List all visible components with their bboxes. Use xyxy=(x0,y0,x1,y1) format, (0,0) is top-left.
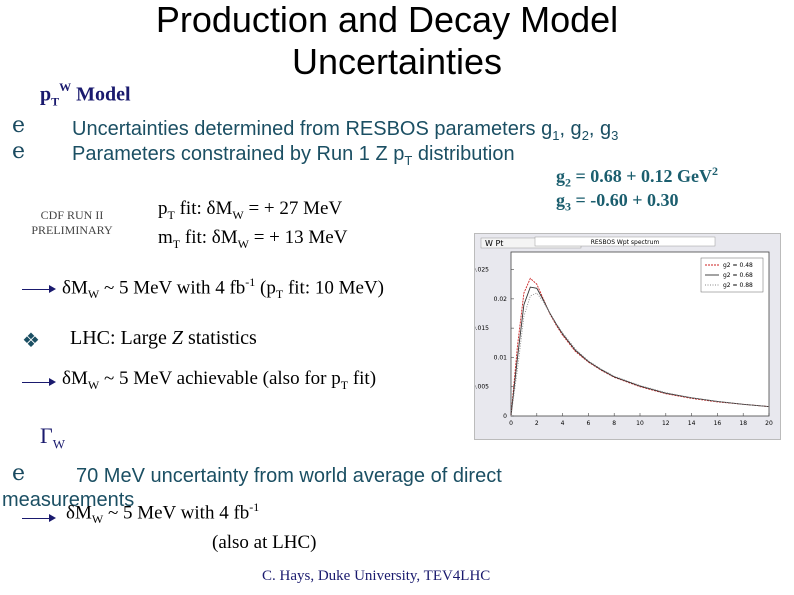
also-lhc-note: (also at LHC) xyxy=(212,532,317,553)
x-tick-label: 14 xyxy=(688,420,696,427)
arrow3-statement: δMW ~ 5 MeV with 4 fb-1 xyxy=(66,500,260,527)
x-tick-label: 20 xyxy=(765,420,773,427)
series-line xyxy=(510,292,770,417)
resbos-plot-svg: W Pt RESBOS Wpt spectrum 0 2 4 6 8 10 12 14 16 18… xyxy=(472,236,773,427)
slide-title-line1: Production and Decay Model xyxy=(155,0,619,40)
cdf-run2-label: CDF RUN II PRELIMINARY xyxy=(31,208,113,237)
y-tick-label: 0.02 xyxy=(494,296,508,303)
x-tick-label: 6 xyxy=(586,420,590,427)
x-tick-label: 10 xyxy=(636,420,644,427)
x-tick-label: 2 xyxy=(535,420,539,427)
y-tick-label: 0.025 xyxy=(475,267,489,274)
plot-window-title: W Pt xyxy=(485,239,503,248)
e-bullet-icon: e xyxy=(12,139,26,164)
e-bullet-icon: e xyxy=(12,113,26,138)
resbos-plot: W Pt RESBOS Wpt spectrum 0 2 4 6 8 10 12 14 16 18… xyxy=(472,233,781,440)
y-tick-label: 0.005 xyxy=(475,384,489,391)
e-bullet-icon: e xyxy=(12,461,26,486)
arrow-icon xyxy=(22,285,56,293)
y-tick-label: 0 xyxy=(503,413,507,420)
plot-series xyxy=(510,277,770,417)
plot-ticks: 0 2 4 6 8 10 12 14 16 18 20 0 0.005 0.01 0.015 0.02 0.02… xyxy=(472,267,773,427)
world-average-line1: 70 MeV uncertainty from world average of… xyxy=(76,465,502,487)
arrow2-statement: δMW ~ 5 MeV achievable (also for pT fit) xyxy=(62,368,377,392)
world-average-line2: measurements xyxy=(2,489,135,511)
diamond-bullet-icon: ❖ xyxy=(22,330,40,352)
bullet-run1: Parameters constrained by Run 1 Z pT dis… xyxy=(72,143,515,168)
plot-legend: g2 = 0.48 g2 = 0.68 g2 = 0.88 xyxy=(700,257,764,293)
x-tick-label: 18 xyxy=(739,420,747,427)
arrow-icon xyxy=(22,378,56,386)
gamma-w-heading: ΓW xyxy=(40,423,65,452)
plot-panel-title: RESBOS Wpt spectrum xyxy=(591,239,660,246)
pt-model-heading: pTW Model xyxy=(40,80,131,109)
y-tick-label: 0.01 xyxy=(494,354,508,361)
pt-fit-result: pT fit: δMW = + 27 MeV xyxy=(158,198,343,222)
lhc-statement: LHC: Large Z statistics xyxy=(70,327,257,349)
series-line xyxy=(510,277,770,417)
x-tick-label: 16 xyxy=(714,420,722,427)
legend-label: g2 = 0.68 xyxy=(723,272,753,279)
slide-title-line2: Uncertainties xyxy=(291,41,503,82)
x-tick-label: 8 xyxy=(612,420,616,427)
arrow1-statement: δMW ~ 5 MeV with 4 fb-1 (pT fit: 10 MeV) xyxy=(62,275,384,302)
arrow-icon xyxy=(22,514,56,522)
footer-credit: C. Hays, Duke University, TEV4LHC xyxy=(262,568,491,584)
bullet-resbos: Uncertainties determined from RESBOS par… xyxy=(72,118,619,143)
x-tick-label: 12 xyxy=(662,420,670,427)
x-tick-label: 0 xyxy=(509,420,513,427)
g2-value: g2 = 0.68 + 0.12 GeV2 xyxy=(556,164,719,190)
legend-label: g2 = 0.48 xyxy=(723,262,753,269)
plot-panel-title-box xyxy=(534,236,716,247)
g3-value: g3 = -0.60 + 0.30 xyxy=(556,190,679,214)
legend-label: g2 = 0.88 xyxy=(723,282,753,289)
mt-fit-result: mT fit: δMW = + 13 MeV xyxy=(158,227,348,251)
x-tick-label: 4 xyxy=(561,420,565,427)
y-tick-label: 0.015 xyxy=(475,325,489,332)
